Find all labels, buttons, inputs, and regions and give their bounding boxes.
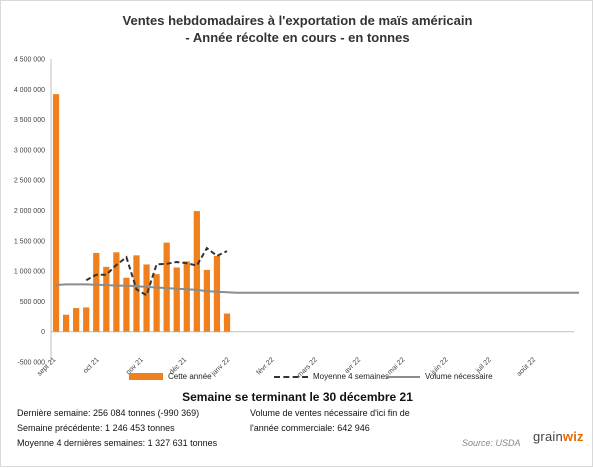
bar-cette-annee <box>183 261 190 332</box>
bar-cette-annee <box>193 211 200 332</box>
logo-text-accent: wiz <box>562 429 584 444</box>
stat-needed-volume-line-1: Volume de ventes nécessaire d'ici fin de <box>250 408 410 418</box>
y-tick-label: 1 500 000 <box>14 238 45 245</box>
bar-cette-annee <box>213 255 221 332</box>
bar-cette-annee <box>143 264 150 332</box>
stat-needed-volume-line-2: l'année commerciale: 642 946 <box>250 423 370 433</box>
bar-cette-annee <box>83 307 90 332</box>
y-tick-label: 2 000 000 <box>14 208 45 215</box>
bar-cette-annee <box>223 313 231 332</box>
legend-item-volume: Volume nécessaire <box>386 372 493 381</box>
y-tick-label: 2 500 000 <box>14 178 45 185</box>
y-tick-label: -500 000 <box>17 360 45 367</box>
bar-cette-annee <box>203 269 211 332</box>
line-moyenne-4-semaines <box>85 246 228 297</box>
chart-title-line-2: - Année récolte en cours - en tonnes <box>185 30 410 45</box>
legend-swatch-dashed <box>274 375 308 378</box>
bar-cette-annee <box>73 308 80 332</box>
legend-item-cette-annee: Cette année <box>129 372 212 381</box>
y-tick-label: 500 000 <box>20 299 45 306</box>
bar-cette-annee <box>93 252 100 332</box>
legend-label: Moyenne 4 semaines <box>313 372 390 381</box>
bar-cette-annee <box>133 255 140 332</box>
bar-cette-annee <box>173 267 180 332</box>
bar-cette-annee <box>62 314 70 332</box>
bar-cette-annee <box>52 94 60 332</box>
y-tick-label: 4 500 000 <box>14 57 45 64</box>
bar-cette-annee <box>153 274 160 332</box>
chart-legend: Cette année Moyenne 4 semaines Volume né… <box>1 372 593 386</box>
legend-label: Volume nécessaire <box>425 372 493 381</box>
bar-cette-annee <box>123 277 130 332</box>
legend-swatch-solid <box>386 375 420 378</box>
logo-text-main: grain <box>533 429 563 444</box>
chart-title-line-1: Ventes hebdomadaires à l'exportation de … <box>122 13 473 28</box>
bar-cette-annee <box>113 252 120 332</box>
stat-last-week: Dernière semaine: 256 084 tonnes (-990 3… <box>17 408 200 418</box>
chart-title: Ventes hebdomadaires à l'exportation de … <box>1 12 593 46</box>
y-tick-label: 4 000 000 <box>14 87 45 94</box>
y-tick-label: 3 500 000 <box>14 117 45 124</box>
week-ending-subtitle: Semaine se terminant le 30 décembre 21 <box>182 390 413 404</box>
grainwiz-logo: grainwiz <box>533 429 584 444</box>
legend-label: Cette année <box>168 372 212 381</box>
source-note: Source: USDA <box>462 438 521 448</box>
line-volume-necessaire <box>55 283 579 294</box>
bar-cette-annee <box>103 266 110 332</box>
stat-previous-week: Semaine précédente: 1 246 453 tonnes <box>17 423 175 433</box>
y-tick-label: 0 <box>41 329 45 336</box>
stat-average-4-weeks: Moyenne 4 dernières semaines: 1 327 631 … <box>17 438 218 448</box>
legend-swatch-bar <box>129 373 163 380</box>
y-tick-label: 3 000 000 <box>14 147 45 154</box>
legend-item-moyenne: Moyenne 4 semaines <box>274 372 389 381</box>
y-tick-label: 1 000 000 <box>14 269 45 276</box>
